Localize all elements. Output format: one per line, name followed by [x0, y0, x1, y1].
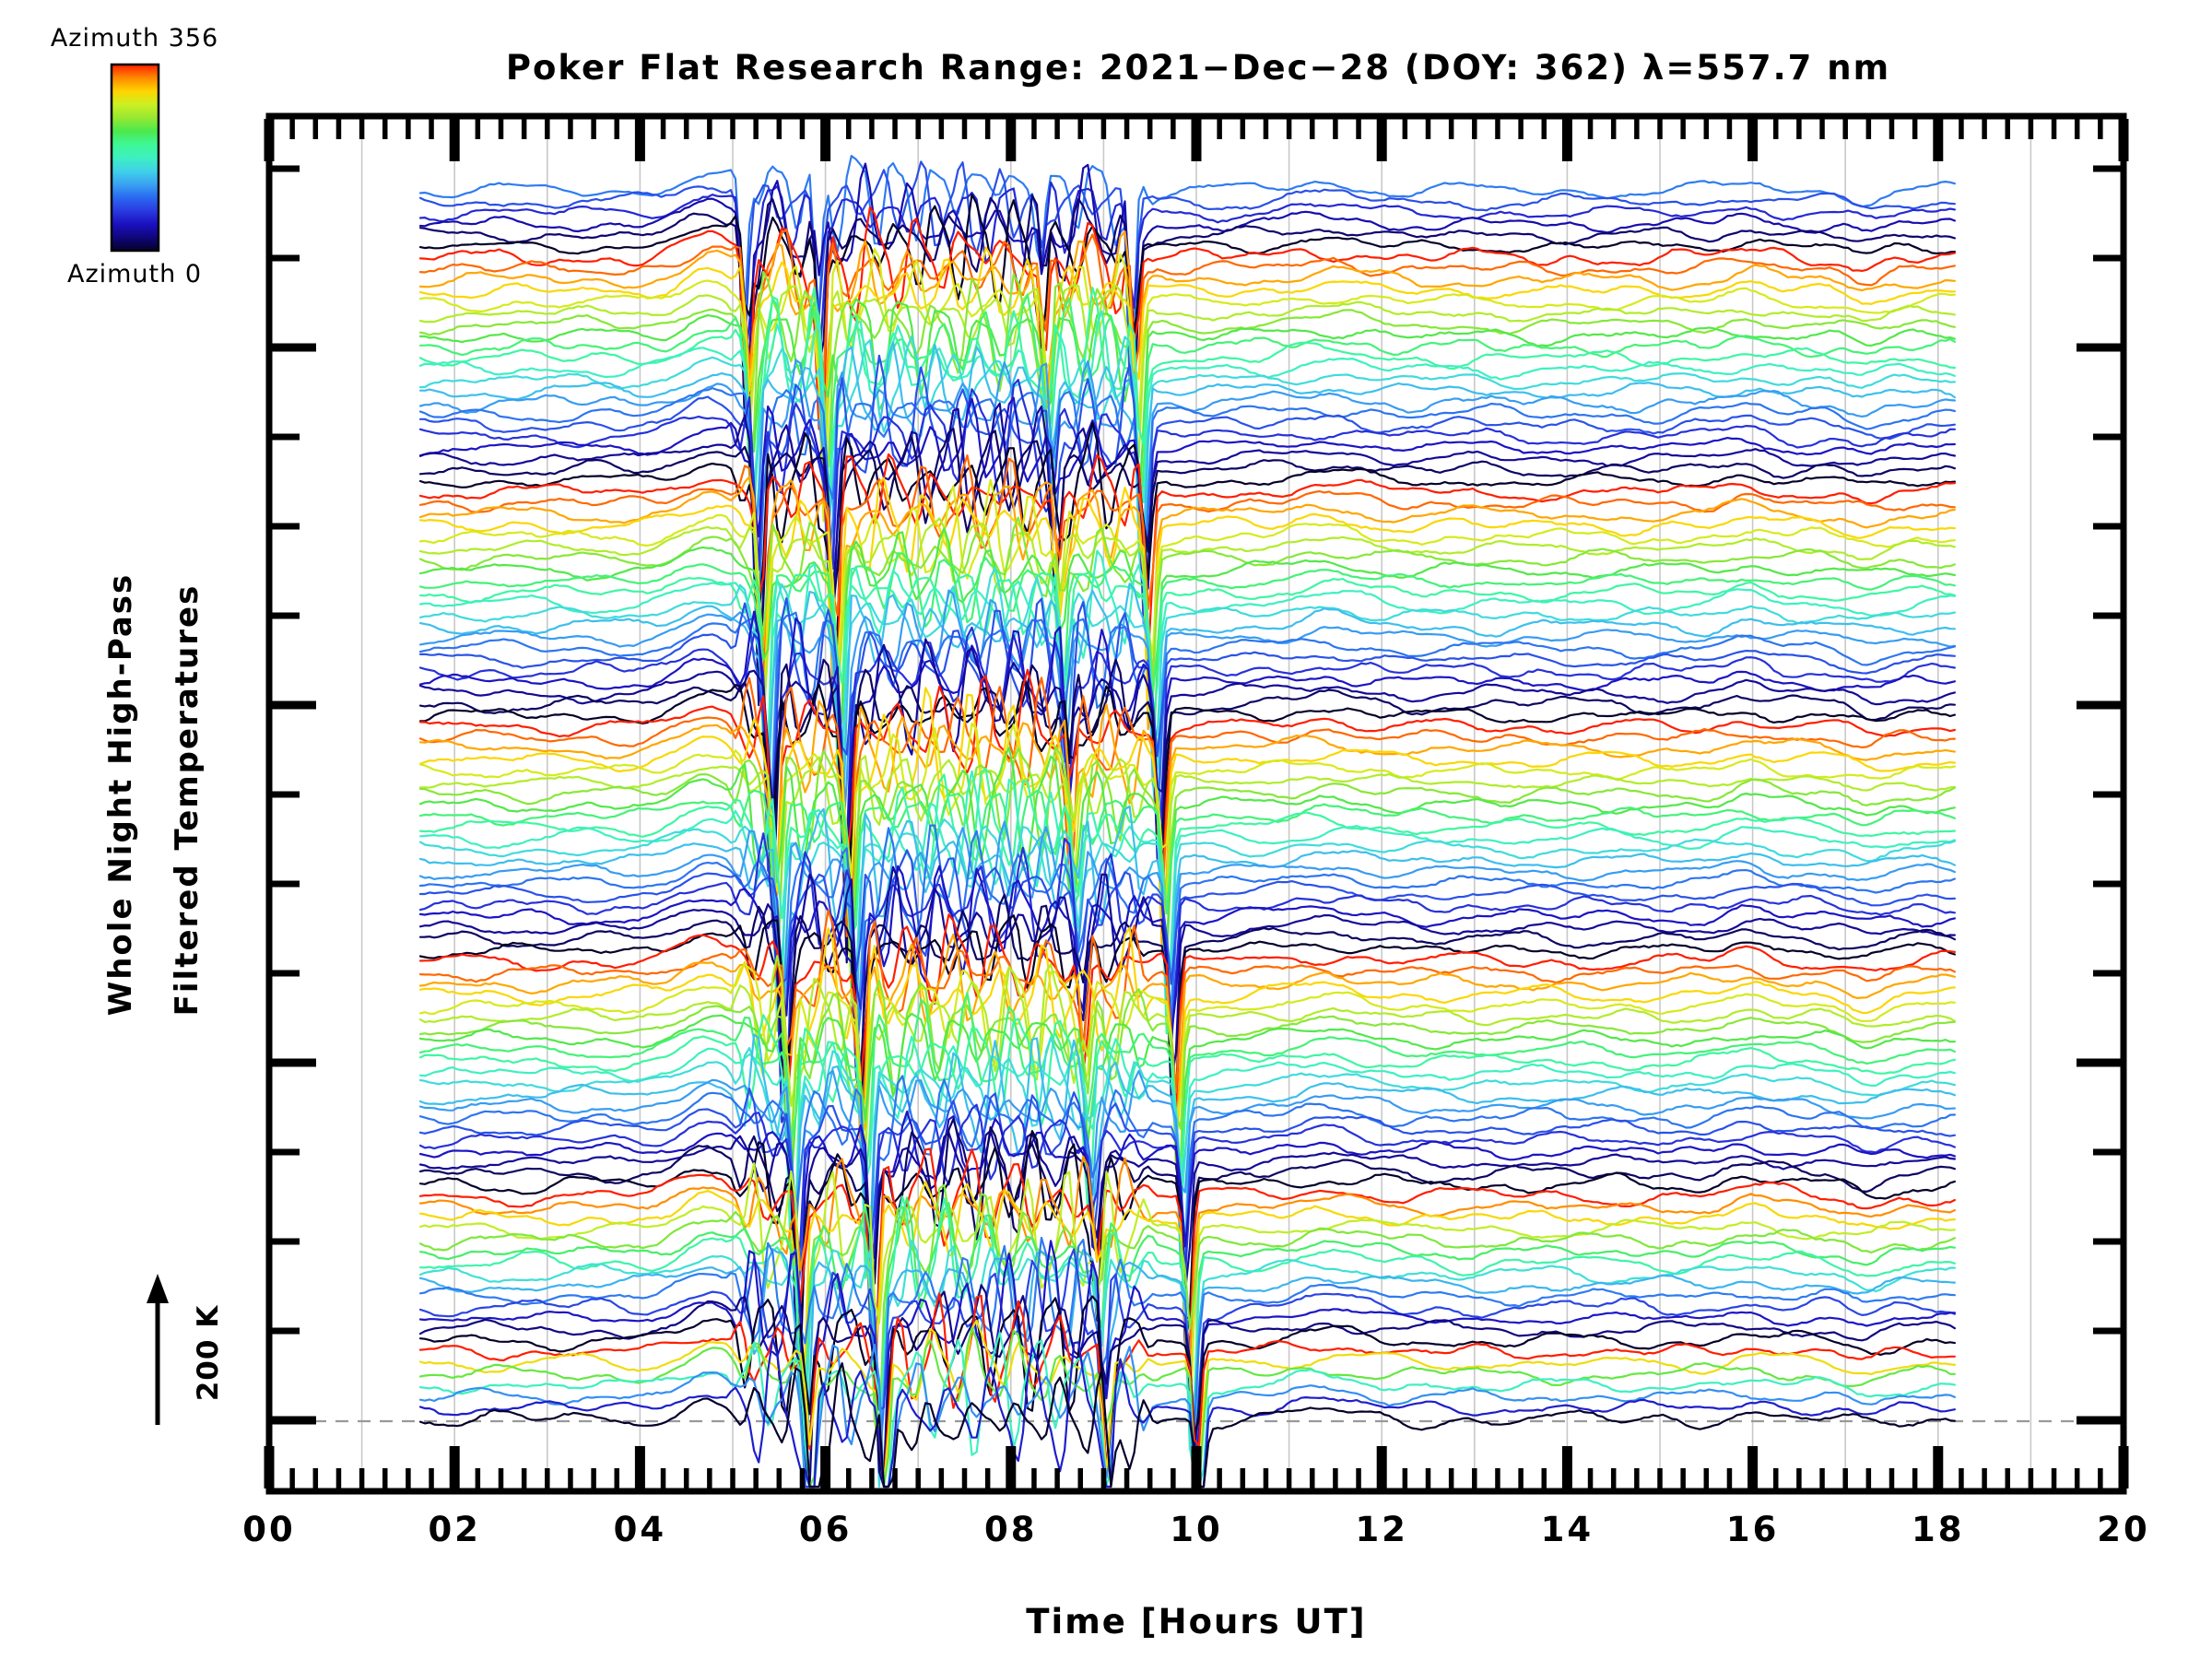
x-tick-label: 04: [613, 1510, 667, 1549]
x-axis-title: Time [Hours UT]: [1026, 1602, 1367, 1641]
x-tick-label: 02: [428, 1510, 481, 1549]
x-tick-label: 16: [1725, 1510, 1780, 1549]
x-tick-label: 10: [1170, 1510, 1223, 1549]
x-tick-label: 20: [2097, 1510, 2150, 1549]
x-tick-label: 06: [798, 1510, 853, 1549]
y-axis-label-line2: Filtered Temperatures: [169, 583, 206, 1017]
x-tick-label: 12: [1355, 1510, 1408, 1549]
azimuth-colorbar: [110, 63, 160, 253]
x-tick-label: 18: [1912, 1510, 1965, 1549]
chart-title: Poker Flat Research Range: 2021−Dec−28 (…: [505, 48, 1891, 88]
y-axis-label-line1: Whole Night High-Pass: [102, 572, 139, 1017]
x-tick-label: 00: [242, 1510, 296, 1549]
x-tick-label: 14: [1540, 1510, 1594, 1549]
colorbar-top-label: Azimuth 356: [50, 24, 219, 53]
scale-bar-label: 200 K: [192, 1304, 225, 1402]
scale-arrow: [147, 1274, 169, 1425]
colorbar-bottom-label: Azimuth 0: [66, 260, 203, 288]
x-tick-label: 08: [984, 1510, 1038, 1549]
